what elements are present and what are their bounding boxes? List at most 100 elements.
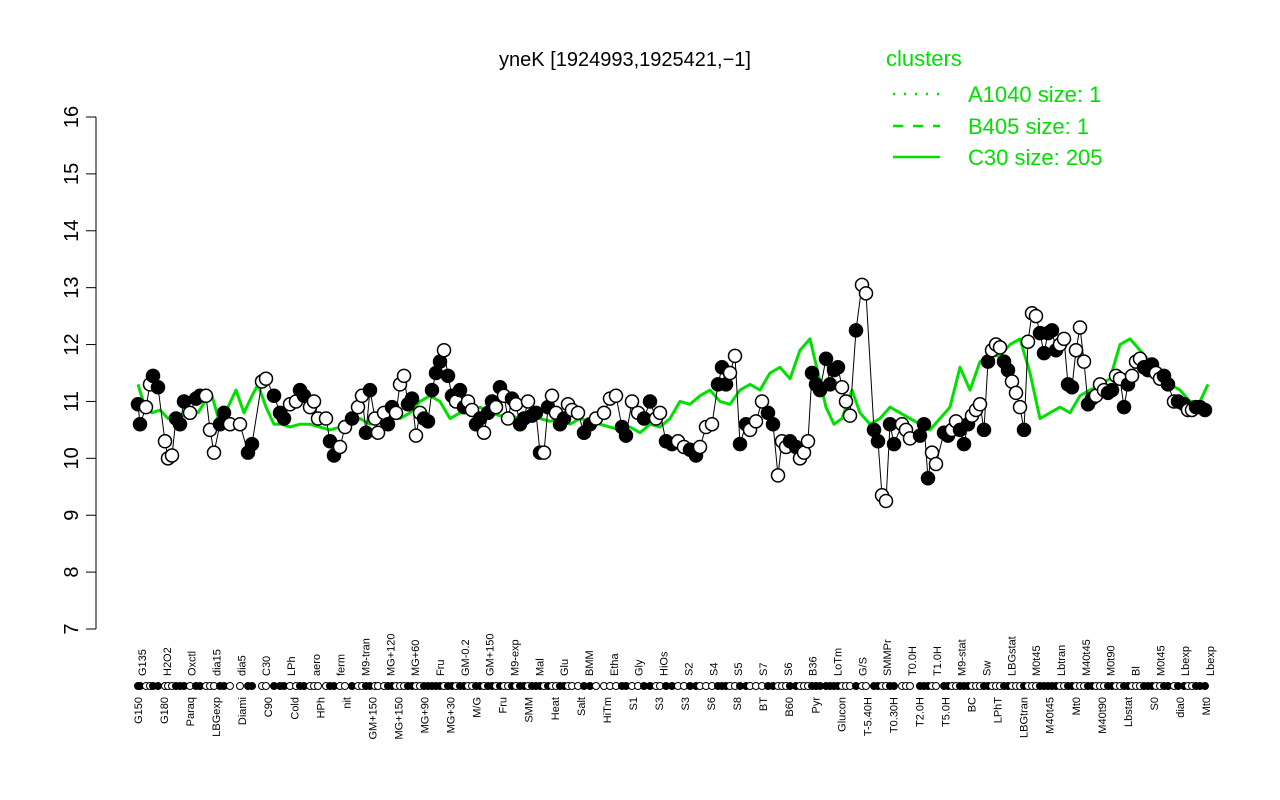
- data-point: [150, 379, 166, 395]
- data-point: [216, 405, 232, 421]
- x-tick-label-top: B36: [808, 656, 820, 676]
- data-point: [928, 456, 944, 472]
- x-tick-label-top: G/S: [857, 657, 869, 676]
- x-tick-label-bottom: BT: [758, 697, 770, 711]
- x-tick-label-top: Lbexp: [1180, 646, 1192, 676]
- data-point: [404, 391, 420, 406]
- data-point: [916, 416, 932, 432]
- x-tick-label-top: LoTm: [832, 648, 844, 676]
- x-tick-label-bottom: Diami: [237, 697, 249, 725]
- x-tick-label-bottom: Lbstat: [1123, 697, 1135, 727]
- x-axis-rug: G135 H2O2 Oxctl dia15 dia5 C30 LPh aero ferm M9-t…: [133, 634, 1217, 740]
- x-tick-label-top: M40t45: [1081, 639, 1093, 676]
- x-tick-label-bottom: GM+150: [367, 697, 379, 740]
- chart-title: yneK [1924993,1925421,−1]: [499, 49, 751, 71]
- x-tick-label-top: dia15: [212, 649, 224, 676]
- data-point: [636, 411, 652, 426]
- data-point: [424, 382, 440, 398]
- data-point: [992, 340, 1008, 355]
- x-tick-label-bottom: BC: [967, 697, 979, 712]
- data-point: [370, 425, 386, 440]
- data-point: [380, 416, 396, 432]
- x-tick-label-top: M9-exp: [510, 639, 522, 676]
- data-point: [476, 425, 492, 440]
- data-point: [1124, 368, 1140, 384]
- x-tick-label-bottom: S8: [732, 697, 744, 710]
- data-point: [818, 351, 834, 367]
- x-tick-label-top: LBGstat: [1006, 636, 1018, 676]
- x-tick-label-bottom: S1: [628, 697, 640, 710]
- data-point: [1028, 308, 1044, 324]
- data-point: [182, 405, 198, 421]
- data-point: [362, 382, 378, 398]
- x-tick-label-top: S6: [783, 663, 795, 676]
- x-tick-label-top: GM+150: [485, 634, 497, 677]
- x-tick-label-top: Sw: [981, 661, 993, 676]
- data-point: [842, 408, 858, 423]
- y-tick-label: 12: [61, 333, 83, 355]
- data-point: [1012, 399, 1028, 415]
- x-tick-label-bottom: T0.30H: [888, 697, 900, 733]
- data-point: [1068, 342, 1084, 358]
- y-tick-label: 8: [61, 567, 83, 578]
- y-tick-label: 15: [61, 163, 83, 185]
- x-tick-label-bottom: Heat: [550, 697, 562, 720]
- data-point: [1072, 320, 1088, 335]
- data-point: [652, 405, 668, 421]
- y-tick-label: 7: [61, 623, 83, 634]
- x-tick-label-bottom: M40t45: [1045, 697, 1057, 734]
- y-tick-label: 16: [61, 106, 83, 128]
- x-tick-label-bottom: HiTm: [602, 697, 614, 723]
- data-point: [1044, 323, 1060, 338]
- x-tick-label-bottom: C90: [263, 697, 275, 717]
- y-tick-label: 9: [61, 510, 83, 521]
- x-tick-label-top: S2: [683, 663, 695, 676]
- x-tick-label-top: M0t45: [1155, 645, 1167, 676]
- data-point: [727, 348, 743, 364]
- data-point: [920, 470, 936, 486]
- x-tick-label-top: M9-stat: [957, 639, 969, 676]
- legend-item-c30: C30 size: 205: [968, 145, 1103, 170]
- x-tick-label-top: H2O2: [162, 647, 174, 676]
- x-tick-label-bottom: M40t90: [1097, 697, 1109, 734]
- x-tick-label-top: Glu: [559, 659, 571, 676]
- x-tick-label-top: BMM: [584, 650, 596, 676]
- x-tick-label-top: LPh: [286, 656, 298, 676]
- x-tick-label-bottom: G150: [133, 697, 145, 724]
- x-tick-label-bottom: SMM: [524, 697, 536, 723]
- data-point: [500, 411, 516, 426]
- data-point: [608, 388, 624, 404]
- data-point: [976, 422, 992, 438]
- x-tick-label-top: Bl: [1130, 666, 1142, 676]
- data-point: [232, 416, 248, 432]
- data-point: [886, 436, 902, 452]
- data-point: [1104, 382, 1120, 398]
- data-point: [488, 399, 504, 415]
- x-tick-label-top: ferm: [336, 654, 348, 676]
- x-tick-label-top: S5: [733, 663, 745, 676]
- data-point: [838, 394, 854, 409]
- y-tick-label: 13: [61, 277, 83, 299]
- x-tick-label-bottom: Glucon: [836, 697, 848, 732]
- data-point: [408, 428, 424, 443]
- data-point: [1064, 379, 1080, 395]
- data-point: [306, 394, 322, 409]
- x-tick-label-bottom: S3: [680, 697, 692, 710]
- x-tick-label-top: G135: [137, 649, 149, 676]
- data-point: [770, 468, 786, 483]
- data-point: [244, 436, 260, 452]
- x-tick-label-bottom: S6: [706, 697, 718, 710]
- x-tick-label-bottom: Fru: [498, 697, 510, 714]
- x-tick-label-bottom: T5.0H: [941, 697, 953, 727]
- data-point: [258, 371, 274, 386]
- data-point: [870, 434, 886, 449]
- data-point: [138, 399, 154, 415]
- x-tick-label-bottom: Mt0: [1071, 697, 1083, 715]
- x-tick-label-top: Etha: [609, 652, 621, 676]
- data-point: [396, 368, 412, 384]
- x-tick-label-bottom: Mt0: [1201, 697, 1213, 715]
- data-point: [528, 405, 544, 421]
- x-tick-label-bottom: M/G: [472, 697, 484, 718]
- data-point: [1116, 399, 1132, 415]
